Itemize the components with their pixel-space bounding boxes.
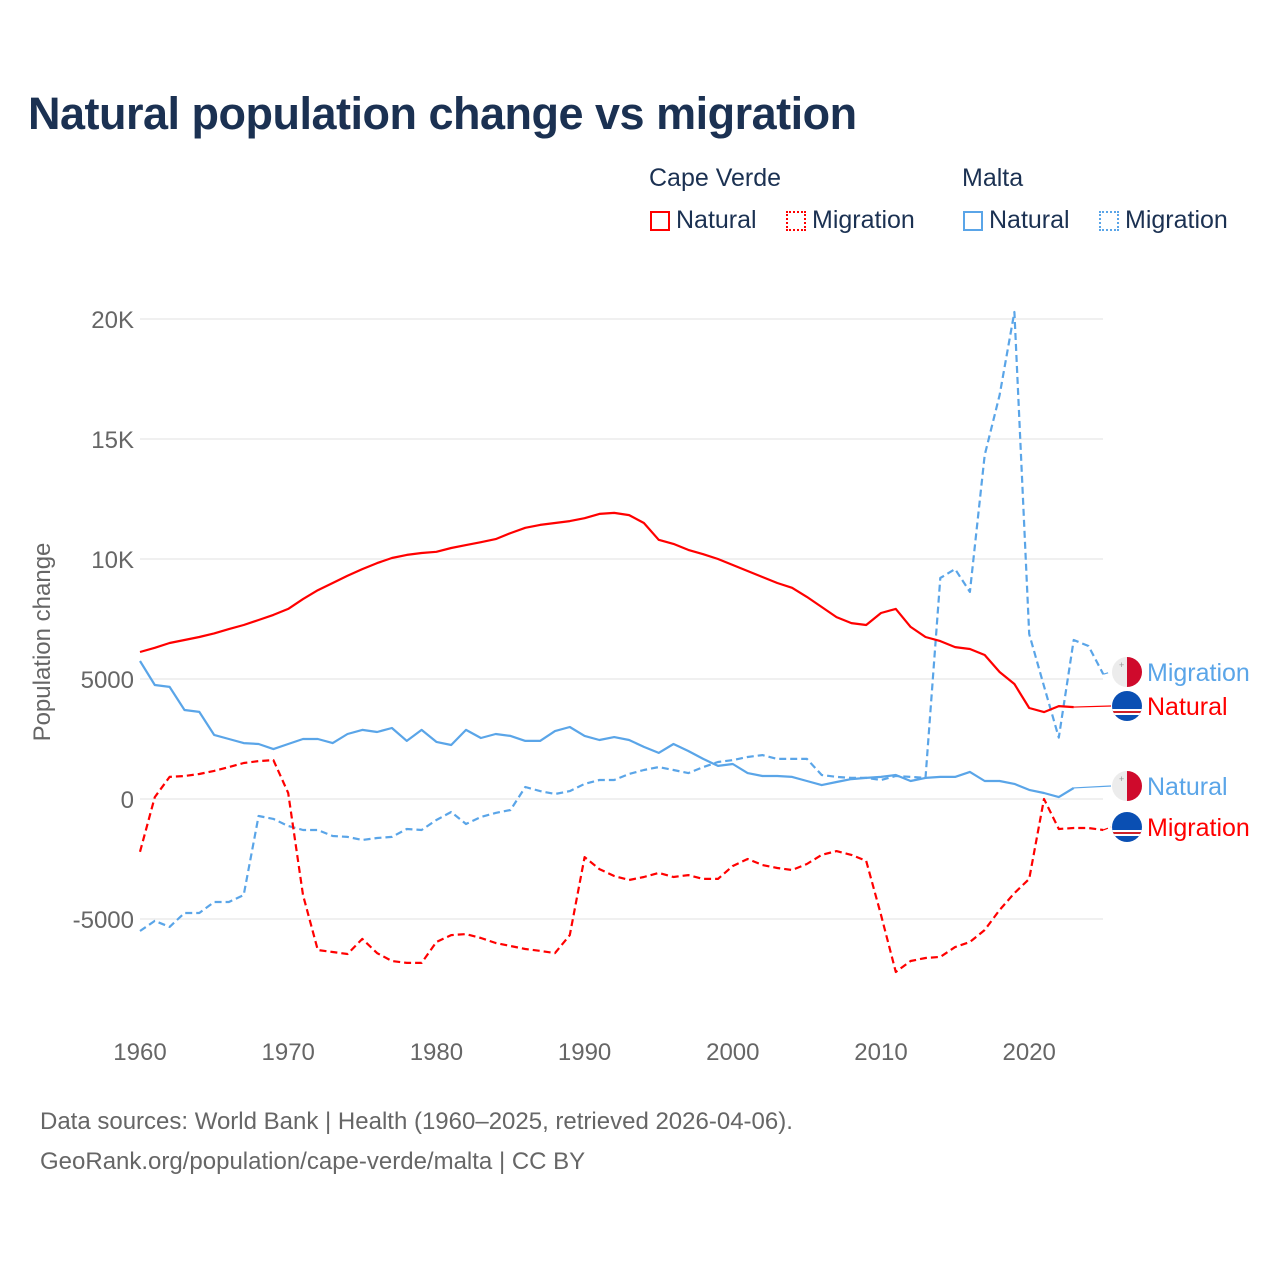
- series-line-malta-migration: [139, 310, 1105, 932]
- solid-swatch-icon: [963, 210, 983, 231]
- series-line-cape-verde-migration: [138, 759, 1104, 974]
- x-tick-label: 1970: [262, 1039, 315, 1066]
- end-label-cape-verde-migration: Migration: [1147, 814, 1250, 842]
- dotted-swatch-icon: [1099, 210, 1119, 231]
- x-tick-label: 2020: [1003, 1039, 1056, 1066]
- legend-item-cape-verde-migration[interactable]: Migration: [786, 206, 915, 235]
- series-line-cape-verde-natural: [139, 511, 1074, 714]
- y-tick-label: 20K: [91, 307, 134, 334]
- malta-flag-icon: +: [1112, 657, 1142, 687]
- svg-text:+: +: [1119, 660, 1124, 670]
- end-label-malta-natural: Natural: [1147, 773, 1228, 801]
- label-connector: [1073, 705, 1112, 708]
- x-tick-label: 1990: [558, 1039, 611, 1066]
- svg-text:+: +: [1119, 774, 1124, 784]
- legend-item-malta-migration[interactable]: Migration: [1099, 206, 1228, 235]
- x-tick-label: 1980: [410, 1039, 463, 1066]
- legend-label: Natural: [676, 206, 757, 234]
- y-tick-label: -5000: [73, 907, 134, 934]
- legend-item-malta-natural[interactable]: Natural: [963, 206, 1070, 235]
- end-label-malta-migration: Migration: [1147, 659, 1250, 687]
- footer-attribution: GeoRank.org/population/cape-verde/malta …: [40, 1148, 586, 1175]
- solid-swatch-icon: [650, 210, 670, 231]
- label-connector: [1073, 785, 1112, 789]
- series-line-malta-natural: [139, 660, 1075, 799]
- legend-label: Natural: [989, 206, 1070, 234]
- y-tick-label: 15K: [91, 427, 134, 454]
- y-tick-label: 0: [121, 787, 134, 814]
- legend-item-cape-verde-natural[interactable]: Natural: [650, 206, 757, 235]
- footer-sources: Data sources: World Bank | Health (1960–…: [40, 1108, 793, 1135]
- chart-title: Natural population change vs migration: [28, 88, 857, 139]
- cape-verde-flag-icon: [1112, 691, 1142, 721]
- legend-label: Migration: [1125, 206, 1228, 234]
- y-tick-label: 5000: [81, 667, 134, 694]
- legend-group-cape-verde: Cape Verde: [649, 164, 782, 192]
- label-connector: [1103, 826, 1112, 831]
- malta-flag-icon: +: [1112, 771, 1142, 801]
- x-tick-label: 1960: [113, 1039, 166, 1066]
- label-connector: [1103, 671, 1112, 675]
- cape-verde-flag-icon: [1112, 812, 1142, 842]
- end-label-cape-verde-natural: Natural: [1147, 693, 1228, 721]
- x-tick-label: 2000: [706, 1039, 759, 1066]
- y-tick-label: 10K: [91, 547, 134, 574]
- legend-group-malta: Malta: [962, 164, 1024, 192]
- y-axis-label: Population change: [29, 543, 56, 742]
- x-tick-label: 2010: [854, 1039, 907, 1066]
- legend-label: Migration: [812, 206, 915, 234]
- dotted-swatch-icon: [786, 210, 806, 231]
